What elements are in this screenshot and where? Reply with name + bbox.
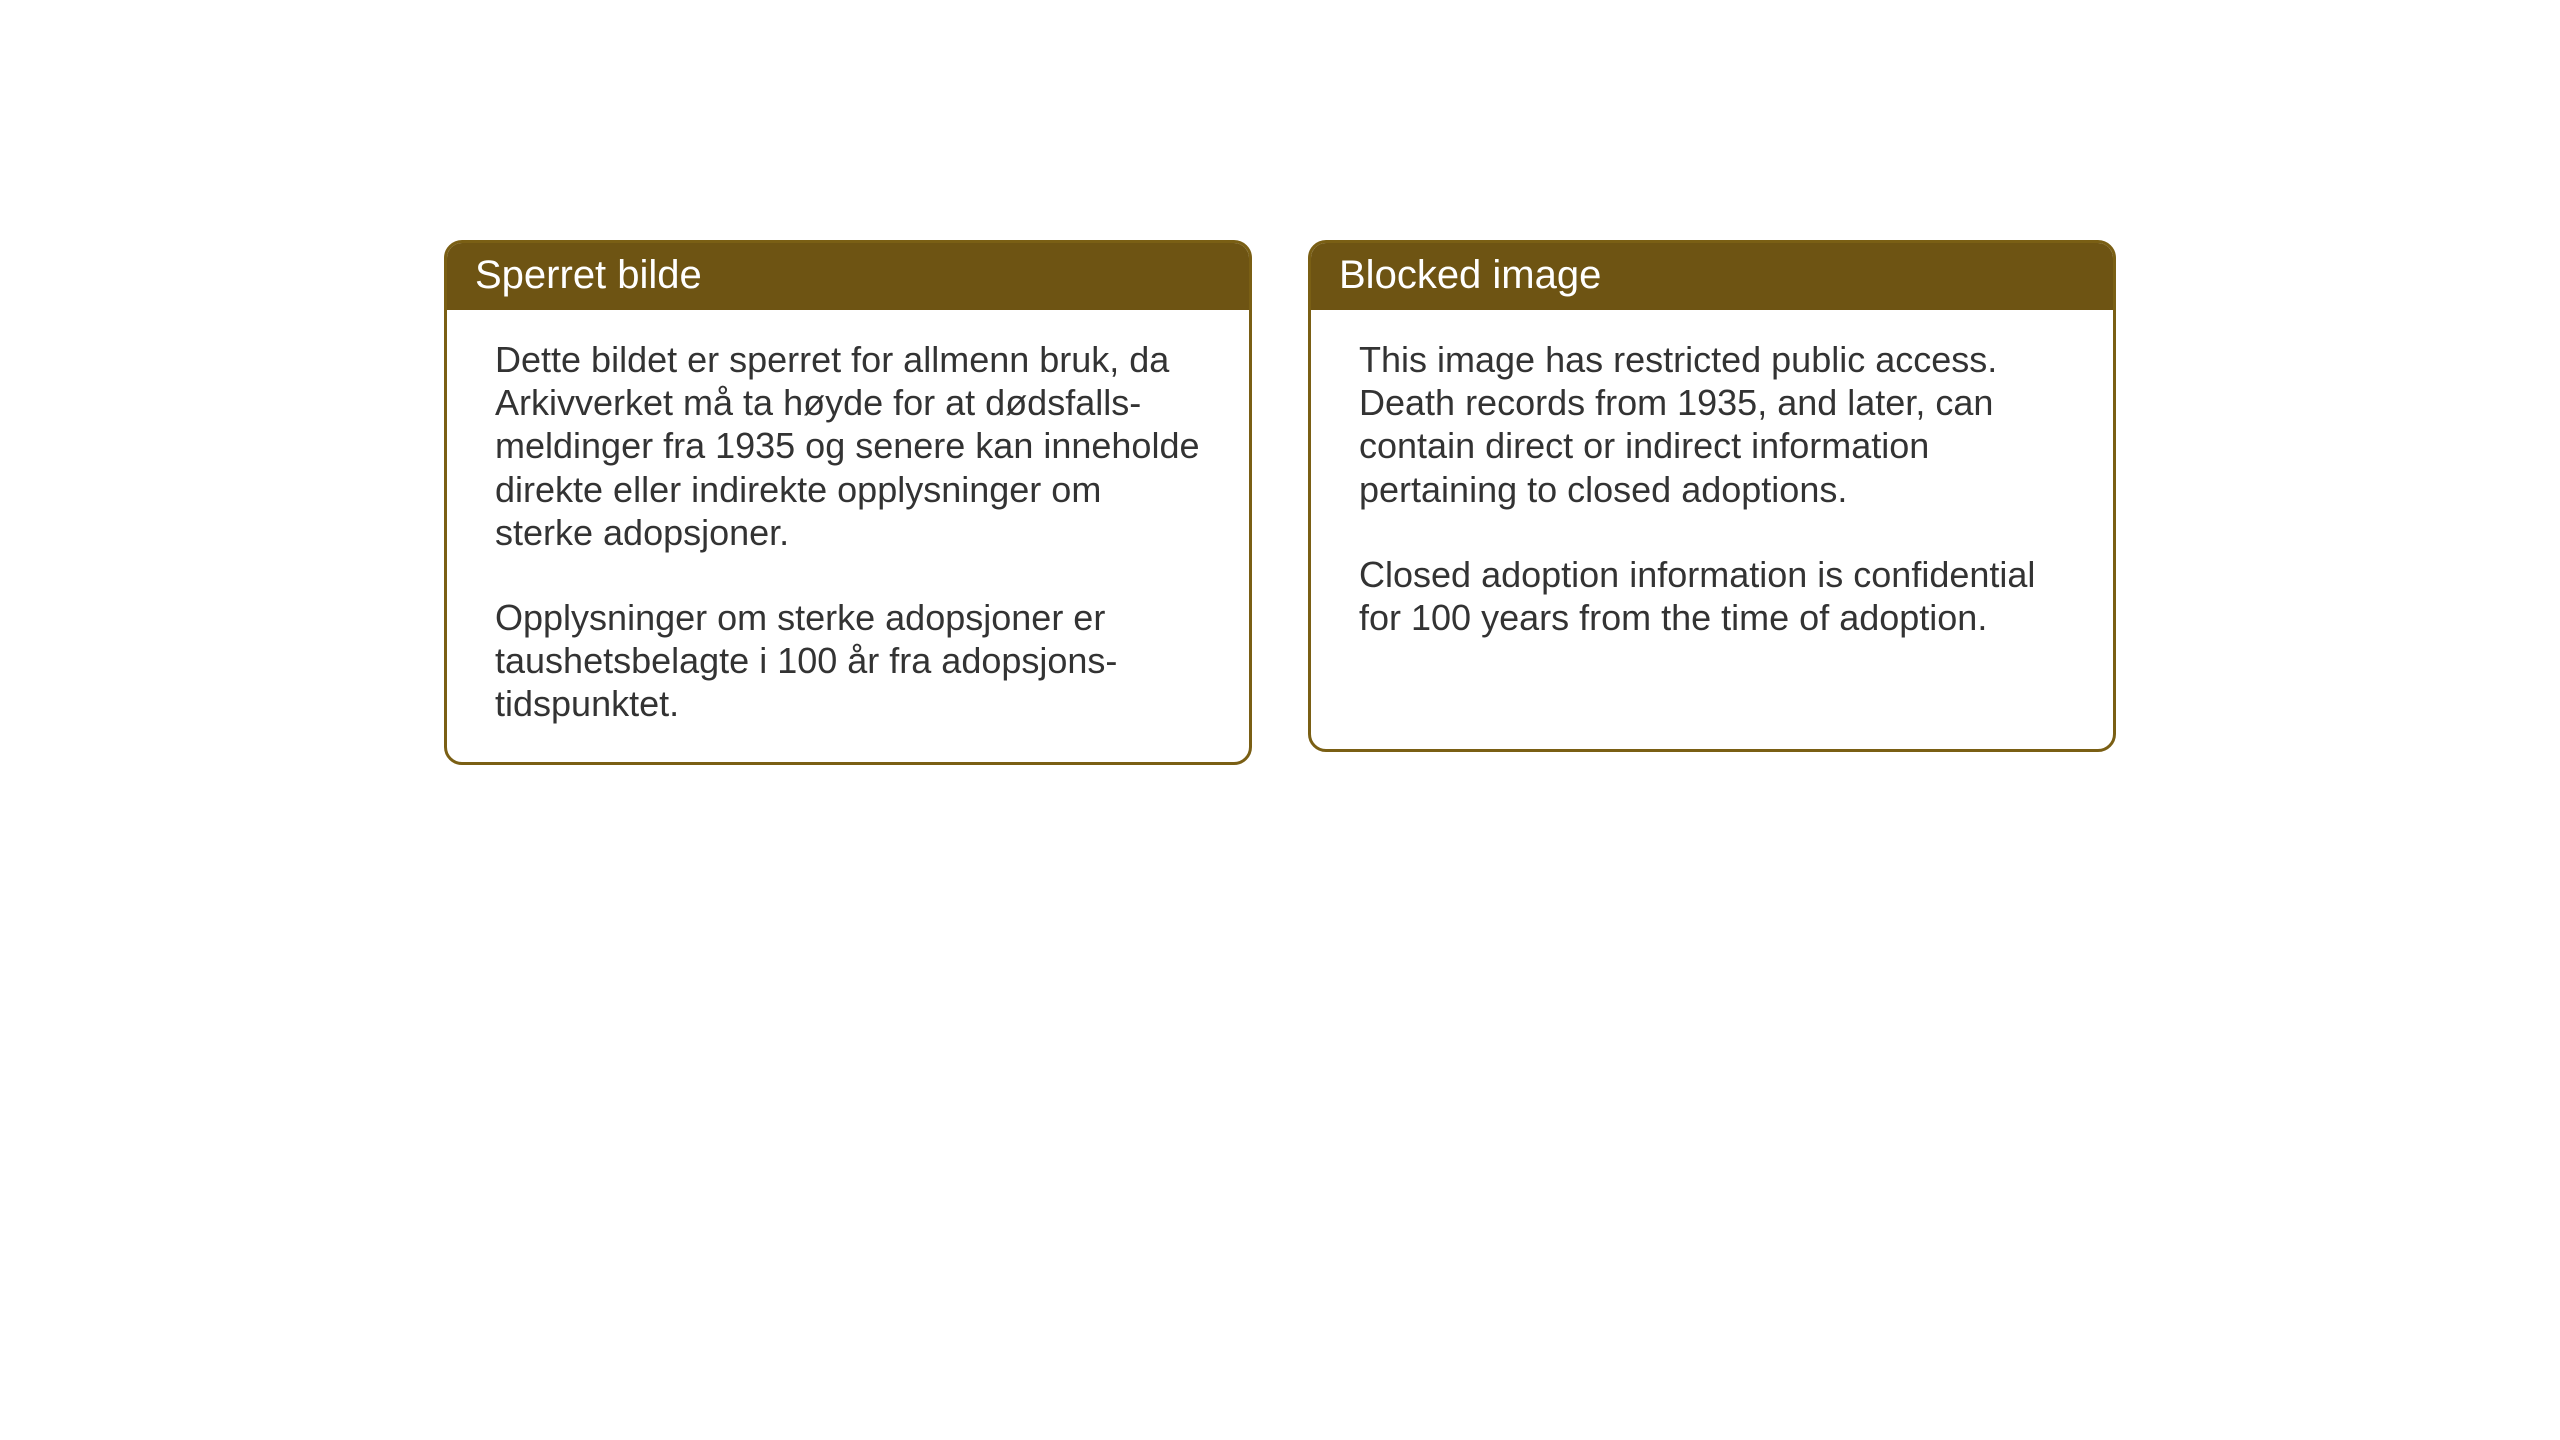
card-title-english: Blocked image: [1339, 253, 1601, 297]
card-body-norwegian: Dette bildet er sperret for allmenn bruk…: [447, 310, 1249, 762]
notice-card-norwegian: Sperret bilde Dette bildet er sperret fo…: [444, 240, 1252, 765]
notice-container: Sperret bilde Dette bildet er sperret fo…: [444, 240, 2116, 765]
card-title-norwegian: Sperret bilde: [475, 253, 702, 297]
card-body-english: This image has restricted public access.…: [1311, 310, 2113, 675]
card-header-norwegian: Sperret bilde: [447, 243, 1249, 310]
card-paragraph-1-english: This image has restricted public access.…: [1359, 338, 2071, 511]
card-header-english: Blocked image: [1311, 243, 2113, 310]
card-paragraph-2-english: Closed adoption information is confident…: [1359, 553, 2071, 639]
card-paragraph-1-norwegian: Dette bildet er sperret for allmenn bruk…: [495, 338, 1207, 554]
card-paragraph-2-norwegian: Opplysninger om sterke adopsjoner er tau…: [495, 596, 1207, 726]
notice-card-english: Blocked image This image has restricted …: [1308, 240, 2116, 752]
